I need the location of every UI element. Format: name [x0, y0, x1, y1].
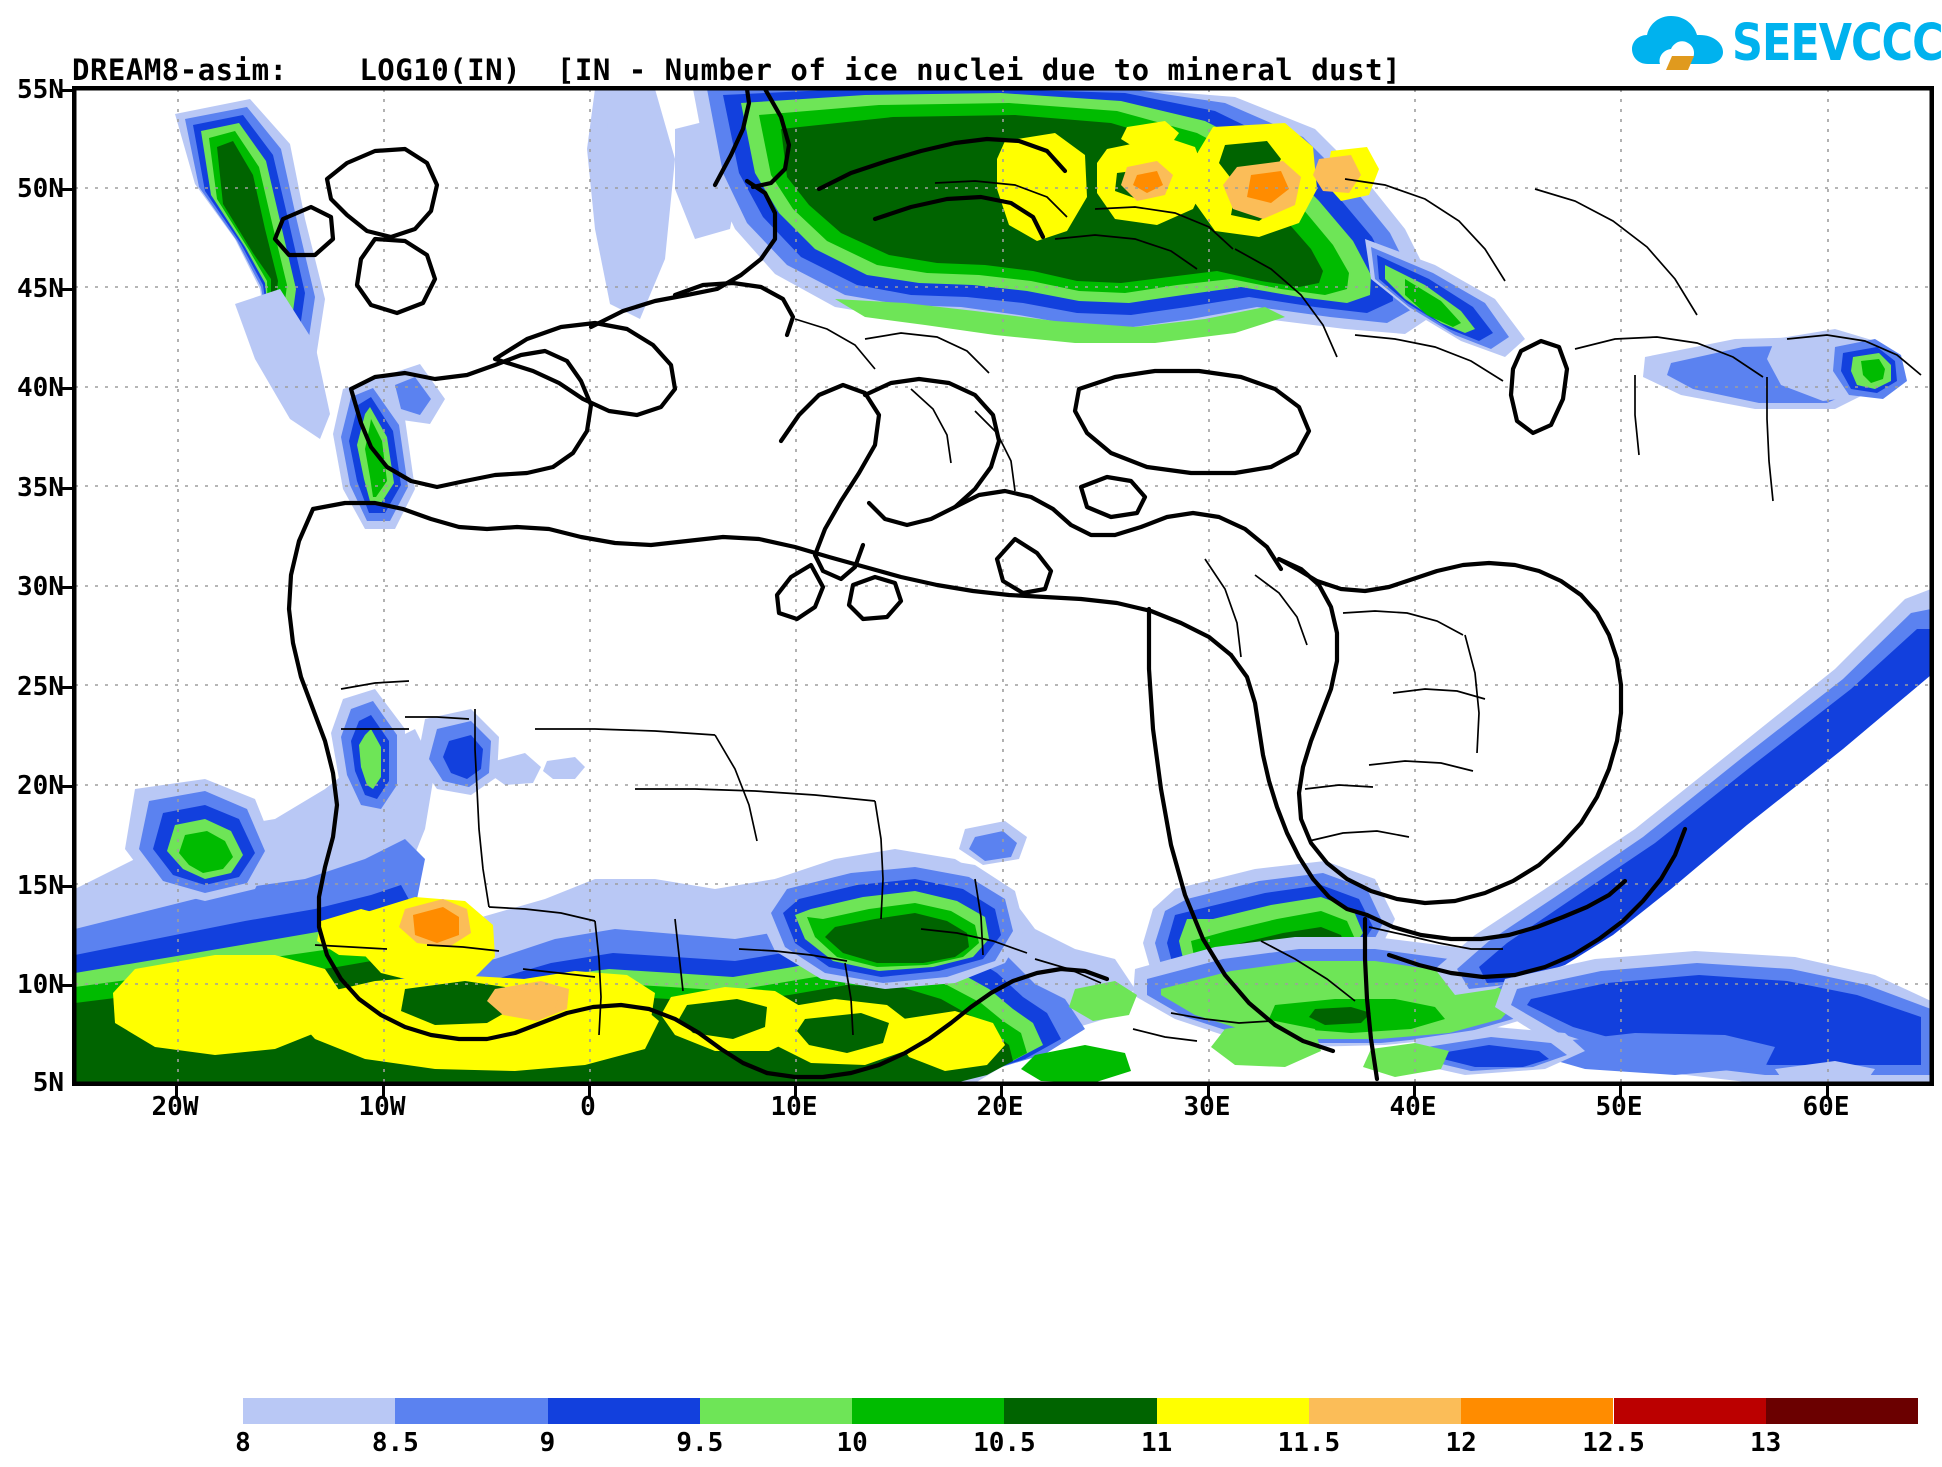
colorbar-band-3: [699, 1398, 853, 1424]
seevccc-logo[interactable]: SEEVCCC: [1632, 6, 1942, 76]
xtick-mark-60e: [1826, 1086, 1829, 1098]
header: DREAM8-asim: LOG10(IN) [IN - Number of i…: [0, 0, 1942, 162]
xtick-label-20w: 20W: [151, 1092, 199, 1122]
xtick-label-40e: 40E: [1389, 1092, 1437, 1122]
colorbar-tick-12: 12: [1445, 1428, 1477, 1458]
colorbar-band-9: [1613, 1398, 1766, 1424]
xtick-label-30e: 30E: [1183, 1092, 1231, 1122]
ytick-mark-30n: [60, 586, 72, 589]
ytick-mark-50n: [60, 188, 72, 191]
ytick-mark-35n: [60, 487, 72, 490]
colorbar-tick-11-5: 11.5: [1277, 1428, 1341, 1458]
colorbar-tick-11: 11: [1140, 1428, 1173, 1458]
ytick-label-5n: 5N: [32, 1068, 64, 1098]
colorbar-tick-8-5: 8.5: [371, 1428, 419, 1458]
xtick-label-0: 0: [580, 1092, 596, 1122]
xtick-mark-0: [588, 1086, 591, 1098]
colorbar-band-10: [1765, 1398, 1918, 1424]
ytick-label-25n: 25N: [17, 672, 64, 702]
ytick-mark-10n: [60, 984, 72, 987]
colorbar-band-1: [395, 1398, 548, 1424]
coastlines: [272, 89, 1688, 1082]
logo-wordmark: SEEVCCC: [1732, 14, 1942, 73]
colorbar-tick-13: 13: [1750, 1428, 1782, 1458]
xtick-label-20e: 20E: [976, 1092, 1024, 1122]
ytick-label-10n: 10N: [17, 970, 64, 1000]
xtick-mark-10w: [382, 1086, 385, 1098]
xtick-mark-40e: [1413, 1086, 1416, 1098]
colorbar-tick-12-5: 12.5: [1582, 1428, 1645, 1458]
colorbar-band-4: [852, 1398, 1005, 1424]
ytick-label-40n: 40N: [17, 373, 64, 403]
map-canvas: [75, 89, 1931, 1083]
colorbar-bands: [243, 1398, 1918, 1424]
colorbar-band-8: [1461, 1398, 1614, 1424]
ytick-label-45n: 45N: [17, 274, 64, 304]
map-panel[interactable]: [72, 86, 1934, 1086]
ytick-mark-40n: [60, 387, 72, 390]
ytick-mark-20n: [60, 785, 72, 788]
colorbar-band-5: [1004, 1398, 1157, 1424]
colorbar-tick-9-5: 9.5: [676, 1428, 724, 1458]
ytick-label-30n: 30N: [17, 572, 64, 602]
xtick-mark-10e: [794, 1086, 797, 1098]
ytick-label-20n: 20N: [17, 771, 64, 801]
colorbar-tick-9: 9: [539, 1428, 556, 1458]
ytick-mark-45n: [60, 288, 72, 291]
xtick-label-10w: 10W: [358, 1092, 406, 1122]
title-line-1: DREAM8-asim: LOG10(IN) [IN - Number of i…: [72, 53, 1402, 87]
xtick-mark-20e: [1000, 1086, 1003, 1098]
xtick-mark-50e: [1619, 1086, 1622, 1098]
xtick-mark-30e: [1207, 1086, 1210, 1098]
country-borders: [314, 178, 1922, 1042]
colorbar-band-2: [547, 1398, 700, 1424]
colorbar-band-6: [1156, 1398, 1309, 1424]
ytick-label-55n: 55N: [17, 75, 64, 105]
cloud-icon: [1632, 12, 1728, 70]
ytick-label-35n: 35N: [17, 473, 64, 503]
colorbar-tick-10-5: 10.5: [973, 1428, 1036, 1458]
colorbar-band-7: [1308, 1398, 1462, 1424]
ytick-label-50n: 50N: [17, 174, 64, 204]
colorbar-tick-10: 10: [836, 1428, 868, 1458]
ytick-mark-55n: [60, 89, 72, 92]
colorbar-band-0: [243, 1398, 396, 1424]
ytick-mark-15n: [60, 885, 72, 888]
xtick-mark-20w: [175, 1086, 178, 1098]
xtick-label-50e: 50E: [1595, 1092, 1643, 1122]
xtick-label-10e: 10E: [770, 1092, 818, 1122]
ytick-mark-25n: [60, 686, 72, 689]
ytick-label-15n: 15N: [17, 871, 64, 901]
xtick-label-60e: 60E: [1802, 1092, 1850, 1122]
colorbar-tick-8: 8: [235, 1428, 251, 1458]
